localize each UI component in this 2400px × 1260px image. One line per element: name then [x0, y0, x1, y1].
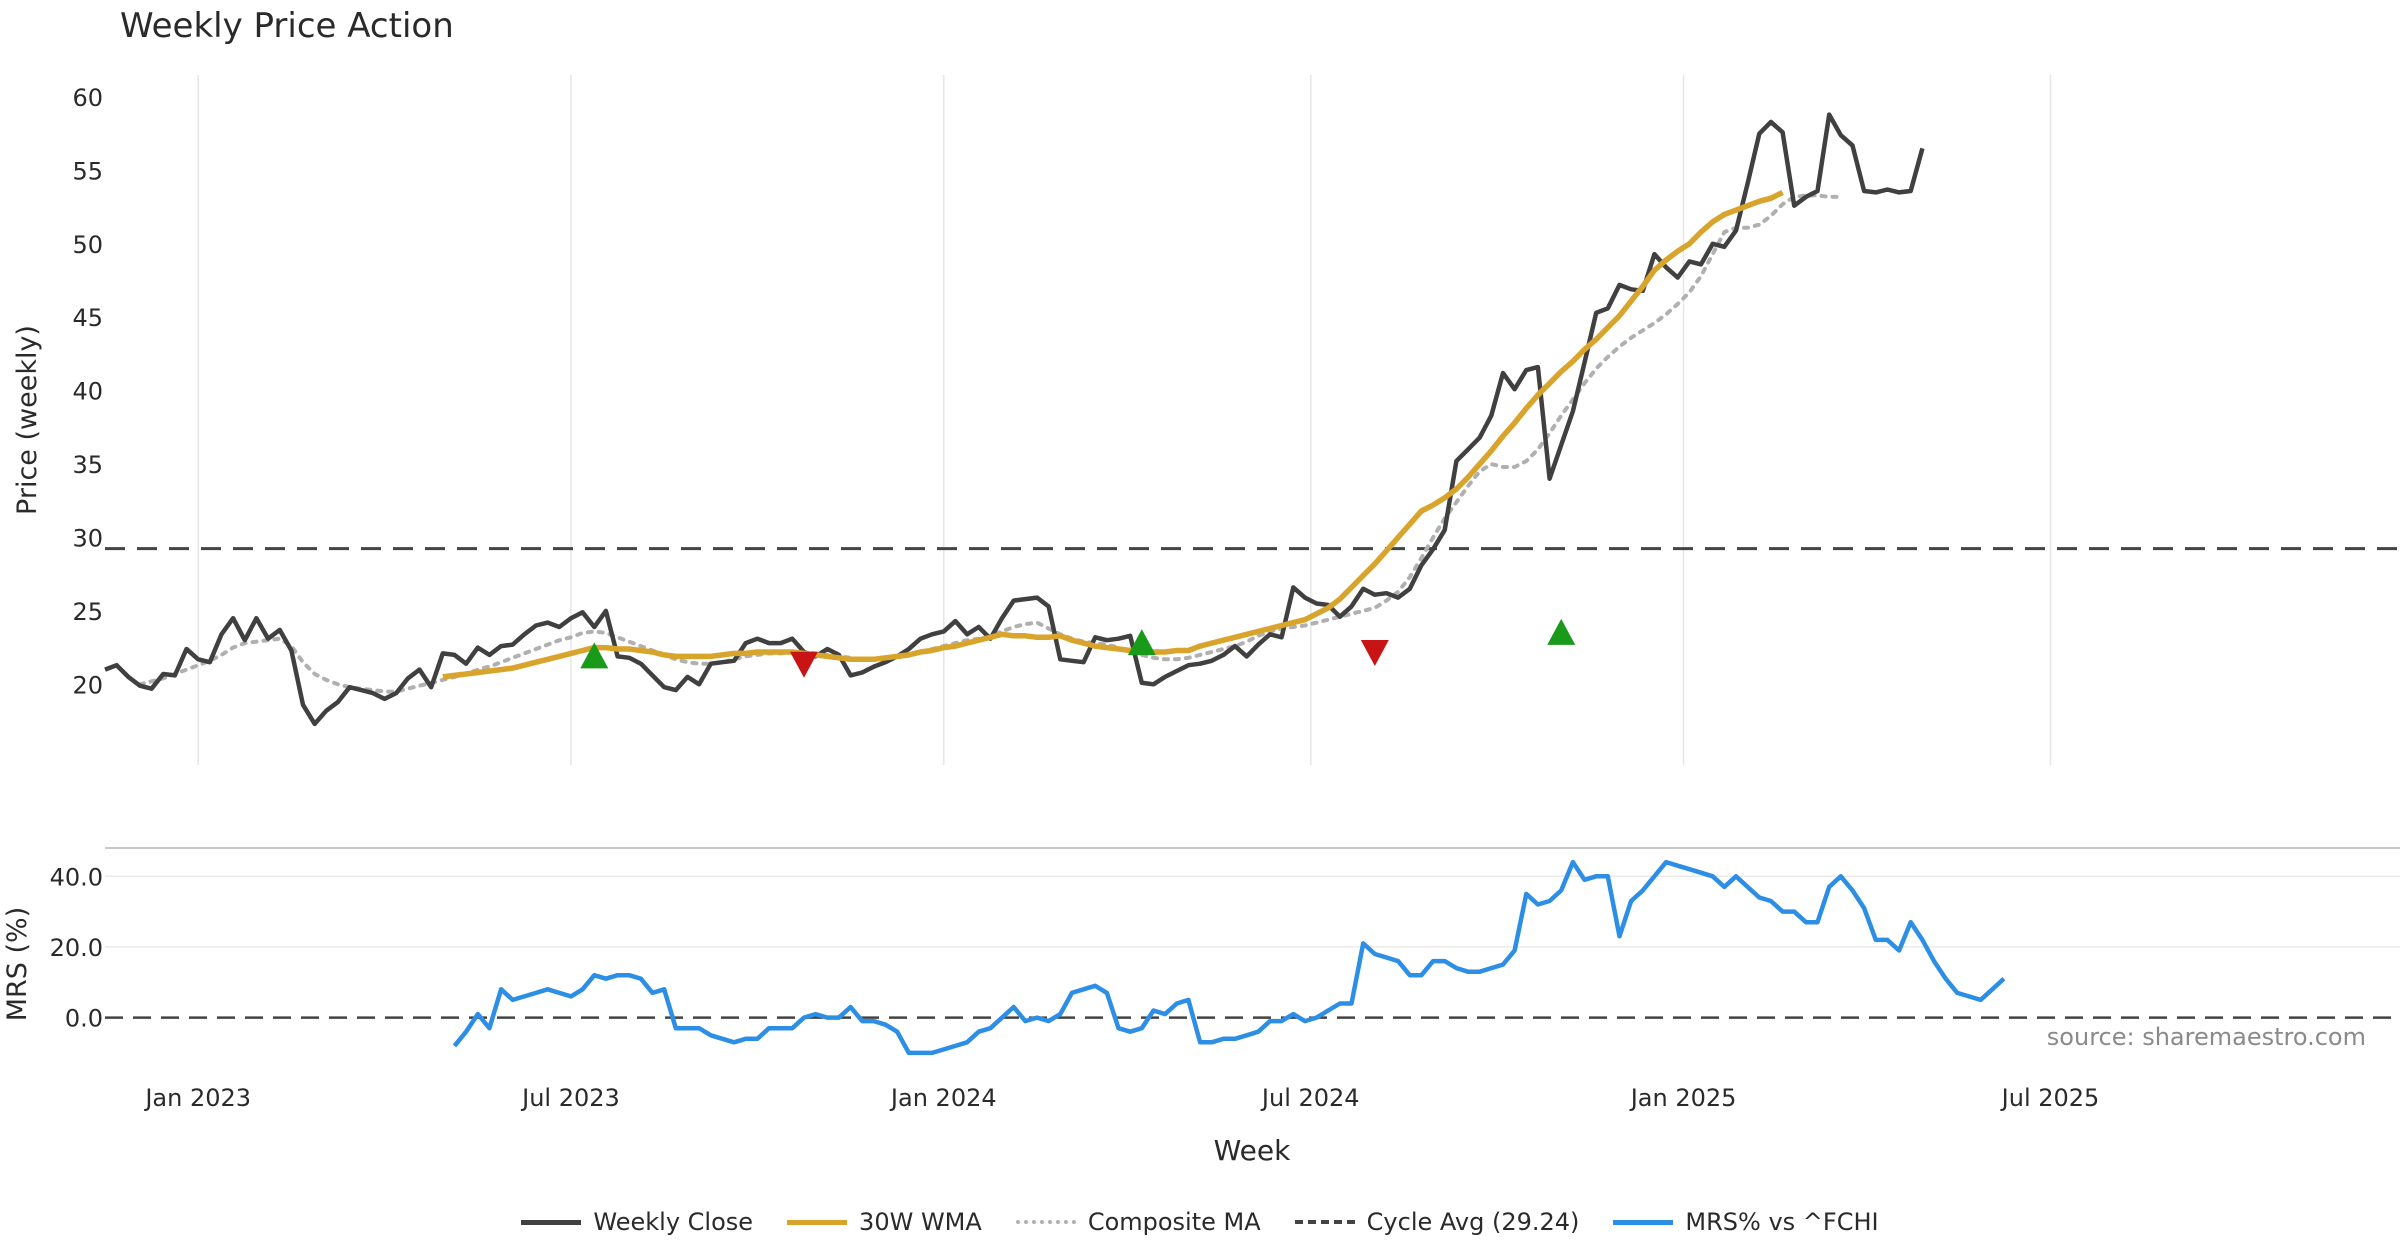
mrs-y-tick-label: 20.0	[50, 934, 103, 962]
price-y-tick-label: 60	[72, 84, 103, 112]
buy-signal-marker	[1127, 629, 1156, 656]
price-y-tick-label: 25	[72, 598, 103, 626]
legend-swatch-mrs	[1613, 1219, 1674, 1225]
mrs-series-line	[452, 859, 2006, 1056]
legend-label: Composite MA	[1087, 1208, 1261, 1236]
price-y-tick-label: 35	[72, 451, 103, 479]
mrs-y-tick-label: 0.0	[65, 1005, 103, 1033]
x-tick-label: Jan 2025	[1629, 1084, 1737, 1112]
mrs-y-axis-label: MRS (%)	[2, 907, 33, 1022]
legend-swatch-close	[521, 1219, 582, 1225]
sell-signal-marker	[789, 651, 818, 678]
chart-title: Weekly Price Action	[120, 6, 454, 46]
legend-swatch-cycle	[1294, 1220, 1355, 1224]
legend-label: Weekly Close	[593, 1208, 754, 1236]
x-tick-label: Jan 2023	[143, 1084, 251, 1112]
legend-swatch-wma	[787, 1219, 848, 1225]
legend-label: MRS% vs ^FCHI	[1685, 1208, 1879, 1236]
x-tick-label: Jul 2023	[520, 1084, 620, 1112]
mrs-y-tick-label: 40.0	[50, 863, 103, 891]
price-y-tick-label: 40	[72, 378, 103, 406]
close-series-line	[104, 112, 1925, 727]
legend-item-wma: 30W WMA	[787, 1208, 982, 1236]
sell-signal-marker	[1360, 639, 1389, 666]
price-y-axis-label: Price (weekly)	[12, 325, 43, 515]
legend-item-cycle: Cycle Avg (29.24)	[1294, 1208, 1580, 1236]
buy-signal-marker	[1547, 618, 1576, 645]
x-tick-label: Jan 2024	[889, 1084, 997, 1112]
legend-swatch-composite	[1015, 1220, 1076, 1224]
legend-item-mrs: MRS% vs ^FCHI	[1613, 1208, 1879, 1236]
price-y-tick-label: 45	[72, 304, 103, 332]
price-y-tick-label: 20	[72, 671, 103, 699]
legend-label: 30W WMA	[859, 1208, 982, 1236]
price-y-tick-label: 50	[72, 231, 103, 259]
composite-series-line	[137, 193, 1843, 694]
x-tick-label: Jul 2025	[2000, 1084, 2100, 1112]
x-tick-label: Jul 2024	[1260, 1084, 1360, 1112]
buy-signal-marker	[580, 642, 609, 669]
legend-item-composite: Composite MA	[1015, 1208, 1261, 1236]
x-axis-label: Week	[1214, 1134, 1291, 1167]
legend-item-close: Weekly Close	[521, 1208, 753, 1236]
wma-series-line	[442, 189, 1784, 680]
legend-label: Cycle Avg (29.24)	[1366, 1208, 1580, 1236]
chart-legend: Weekly Close 30W WMA Composite MA Cycle Avg…	[0, 1208, 2400, 1236]
source-watermark: source: sharemaestro.com	[2047, 1023, 2366, 1051]
price-y-tick-label: 55	[72, 157, 103, 185]
price-y-tick-label: 30	[72, 524, 103, 552]
